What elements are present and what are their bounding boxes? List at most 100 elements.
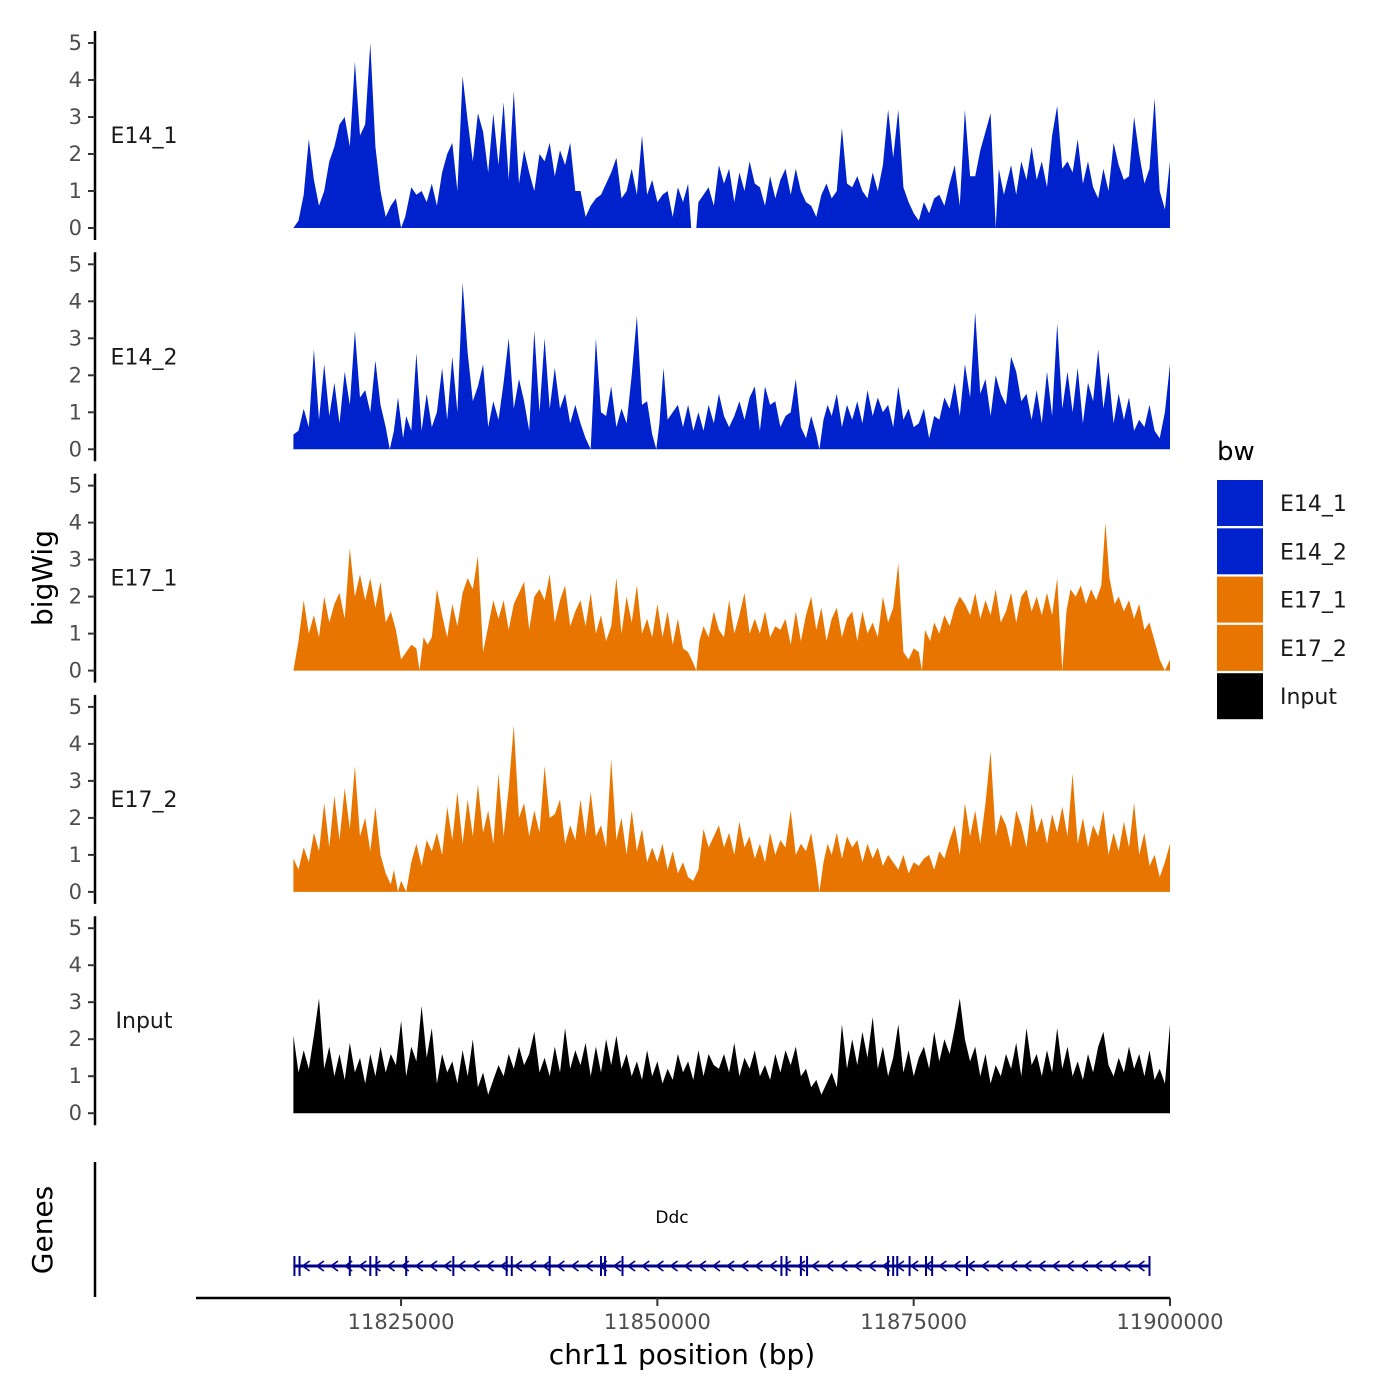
- area-input: [293, 998, 1170, 1114]
- strand-arrow: [372, 1260, 381, 1272]
- gene-track: Ddc: [93, 1162, 1151, 1297]
- y-tick-label: 4: [69, 732, 82, 756]
- strand-arrow: [315, 1260, 325, 1272]
- legend-item-e14-1: E14_1: [1217, 480, 1347, 526]
- strand-arrow: [527, 1260, 537, 1272]
- y-tick-label: 0: [69, 659, 82, 683]
- strand-arrow: [768, 1260, 778, 1272]
- strand-arrow: [980, 1260, 990, 1272]
- x-tick-label: 11850000: [604, 1310, 711, 1334]
- track-label-e17-1: E17_1: [111, 567, 178, 592]
- y-tick-label: 1: [69, 400, 82, 424]
- strand-arrow: [456, 1260, 466, 1272]
- strand-arrow: [301, 1260, 311, 1272]
- y-tick-label: 3: [69, 105, 82, 129]
- strand-arrow: [711, 1260, 721, 1272]
- y-tick-label: 4: [69, 953, 82, 977]
- track-label-e14-1: E14_1: [111, 124, 178, 149]
- y-tick-label: 1: [69, 179, 82, 203]
- genes-axis-title: Genes: [26, 1186, 59, 1274]
- strand-arrow: [513, 1260, 523, 1272]
- y-tick-label: 3: [69, 990, 82, 1014]
- y-tick-label: 2: [69, 363, 82, 387]
- track-e14-1: 0 1 2 3 4 5 E14_1: [69, 31, 1170, 240]
- strand-arrow: [853, 1260, 862, 1272]
- track-e17-1: 0 1 2 3 4 5 E17_1: [69, 473, 1170, 683]
- y-tick-label: 0: [69, 216, 82, 240]
- legend-item-input: Input: [1217, 673, 1337, 720]
- x-axis: 11825000 11850000 11875000 11900000: [196, 1296, 1224, 1334]
- area-e14-2: [293, 282, 1170, 450]
- legend-item-e17-1: E17_1: [1217, 576, 1347, 623]
- y-tick-label: 5: [69, 474, 82, 498]
- y-tick-label: 2: [69, 142, 82, 166]
- x-tick-label: 11900000: [1117, 1310, 1224, 1334]
- signal-tracks: 0 1 2 3 4 5 E14_1 0 1 2 3 4 5 E14_2 0 1 2 3 4 5 E17_1 0 1 2 3 4 5 E…: [69, 31, 1170, 1126]
- strand-arrow: [1107, 1260, 1117, 1272]
- legend-label: E14_2: [1280, 540, 1347, 565]
- y-tick-label: 4: [69, 511, 82, 535]
- strand-arrow: [499, 1260, 509, 1272]
- strand-arrow: [1022, 1260, 1032, 1272]
- y-tick-label: 2: [69, 1027, 82, 1051]
- x-tick-label: 11825000: [348, 1310, 455, 1334]
- strand-arrow: [584, 1260, 594, 1272]
- strand-arrow: [640, 1260, 650, 1272]
- legend: bw E14_1 E14_2 E17_1 E17_2 Input: [1217, 437, 1347, 720]
- strand-arrow: [357, 1260, 367, 1272]
- legend-swatch: [1217, 480, 1263, 526]
- legend-label: E14_1: [1280, 492, 1347, 517]
- strand-arrow: [485, 1260, 495, 1272]
- y-tick-label: 2: [69, 806, 82, 830]
- y-tick-label: 4: [69, 289, 82, 313]
- legend-item-e14-2: E14_2: [1217, 528, 1347, 575]
- strand-arrow: [1065, 1260, 1075, 1272]
- strand-arrow: [909, 1260, 919, 1272]
- y-tick-label: 0: [69, 437, 82, 461]
- strand-arrow: [386, 1260, 396, 1272]
- strand-arrow: [796, 1260, 806, 1272]
- strand-arrow: [1008, 1260, 1018, 1272]
- strand-arrow: [442, 1260, 452, 1272]
- legend-title: bw: [1217, 437, 1255, 467]
- y-tick-label: 4: [69, 68, 82, 92]
- strand-arrow: [1093, 1260, 1103, 1272]
- strand-arrow: [739, 1260, 749, 1272]
- strand-arrow: [556, 1260, 565, 1272]
- strand-arrow: [1121, 1260, 1131, 1272]
- legend-swatch: [1217, 576, 1263, 623]
- strand-arrow: [329, 1260, 339, 1272]
- y-tick-label: 1: [69, 843, 82, 867]
- legend-item-e17-2: E17_2: [1217, 624, 1347, 671]
- legend-label: E17_1: [1280, 589, 1347, 614]
- x-tick-label: 11875000: [860, 1310, 967, 1334]
- strand-arrow: [570, 1260, 579, 1272]
- legend-swatch: [1217, 528, 1263, 575]
- strand-arrow: [655, 1260, 664, 1272]
- y-tick-label: 0: [69, 1101, 82, 1125]
- y-tick-label: 3: [69, 326, 82, 350]
- track-label-input: Input: [116, 1009, 173, 1034]
- y-tick-label: 2: [69, 585, 82, 609]
- y-tick-label: 5: [69, 916, 82, 940]
- y-tick-label: 5: [69, 31, 82, 55]
- y-tick-label: 1: [69, 622, 82, 646]
- area-e17-2: [293, 725, 1170, 892]
- track-label-e17-2: E17_2: [111, 788, 178, 813]
- legend-label: Input: [1280, 685, 1337, 710]
- strand-arrow: [414, 1260, 424, 1272]
- strand-arrow: [1136, 1260, 1145, 1272]
- strand-arrow: [754, 1260, 763, 1272]
- strand-arrow: [994, 1260, 1004, 1272]
- y-axis-title: bigWig: [26, 530, 59, 626]
- track-e14-2: 0 1 2 3 4 5 E14_2: [69, 252, 1170, 462]
- legend-swatch: [1217, 673, 1263, 720]
- strand-arrow: [541, 1260, 551, 1272]
- area-e17-1: [293, 522, 1170, 671]
- strand-arrow: [782, 1260, 792, 1272]
- strand-arrow: [838, 1260, 848, 1272]
- gene-label: Ddc: [655, 1208, 688, 1228]
- strand-arrow: [725, 1260, 735, 1272]
- strand-arrow: [669, 1260, 679, 1272]
